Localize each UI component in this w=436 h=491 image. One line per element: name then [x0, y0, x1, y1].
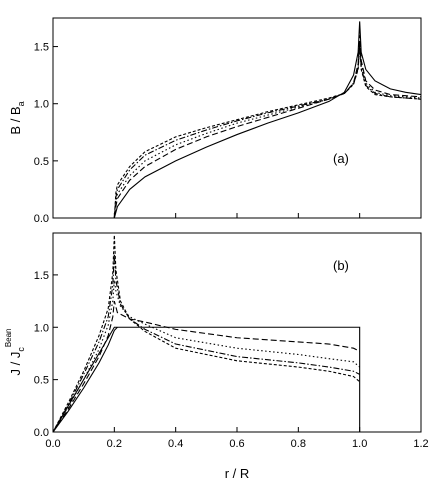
panel-a-label: (a) — [333, 151, 349, 166]
panel-b-xtick-label: 0.8 — [291, 438, 306, 450]
panel-b-ylabel-sub: c — [16, 347, 26, 352]
panel-a-ytick-label: 1.5 — [34, 42, 49, 54]
panel-b-series-solid — [52, 326, 118, 433]
panel-a-ytick-label: 1.0 — [34, 99, 49, 111]
panel-b-ytick-label: 1.0 — [34, 322, 49, 334]
panel-a-series-dash — [53, 35, 422, 219]
panel-a-ytick-label: 0.5 — [34, 156, 49, 168]
panel-b-xtick-label: 0.2 — [107, 438, 122, 450]
panel-a-series-dashdot — [53, 44, 422, 219]
panel-b-frame — [52, 232, 422, 433]
panel-b-ylabel-sup: Bean — [4, 328, 13, 347]
panel-a-series-solid — [53, 21, 422, 219]
panel-b-xtick-label: 0.0 — [45, 438, 60, 450]
panel-b-series — [52, 235, 361, 433]
panel-b-yticks: 0.0 0.5 1.0 1.5 — [34, 270, 58, 439]
panel-b-xticks: 0.0 0.2 0.4 0.6 0.8 1.0 1.2 — [45, 427, 429, 450]
panel-b-series-shortdash — [52, 235, 361, 433]
panel-b-xtick-label: 1.0 — [352, 438, 367, 450]
panel-a-ylabel-main: B / B — [8, 106, 23, 134]
panel-a-series-shortdash — [53, 46, 422, 219]
panel-b-xtick-label: 0.6 — [229, 438, 244, 450]
panel-b-series-dash — [52, 300, 360, 433]
panel-a: 0.0 0.5 1.0 1.5 (a) B / Ba — [8, 17, 422, 225]
panel-b-label: (b) — [333, 258, 349, 273]
panel-b-series-dot — [52, 280, 361, 433]
panel-a-series — [53, 21, 422, 219]
panel-a-series-dot — [53, 40, 422, 219]
panel-b-xtick-label: 0.4 — [168, 438, 183, 450]
panel-b-ytick-label: 0.0 — [34, 427, 49, 439]
panel-a-ylabel: B / Ba — [8, 101, 26, 134]
panel-b-xtick-label: 1.2 — [413, 438, 428, 450]
panel-b-ylabel: J / JcBean — [4, 328, 26, 375]
panel-b-ytick-label: 1.5 — [34, 270, 49, 282]
panel-a-ytick-label: 0.0 — [34, 213, 49, 225]
panel-b-series-dashdot — [52, 253, 360, 433]
panel-b: 0.0 0.5 1.0 1.5 0.0 0.2 0.4 0.6 0.8 1.0 1.2 (b) J… — [4, 232, 429, 481]
panel-b-ylabel-main: J / J — [8, 352, 23, 376]
panel-a-ylabel-sub: a — [16, 101, 26, 106]
panel-a-frame — [52, 17, 422, 219]
panel-b-xlabel: r / R — [225, 466, 250, 481]
panel-b-ytick-label: 0.5 — [34, 375, 49, 387]
